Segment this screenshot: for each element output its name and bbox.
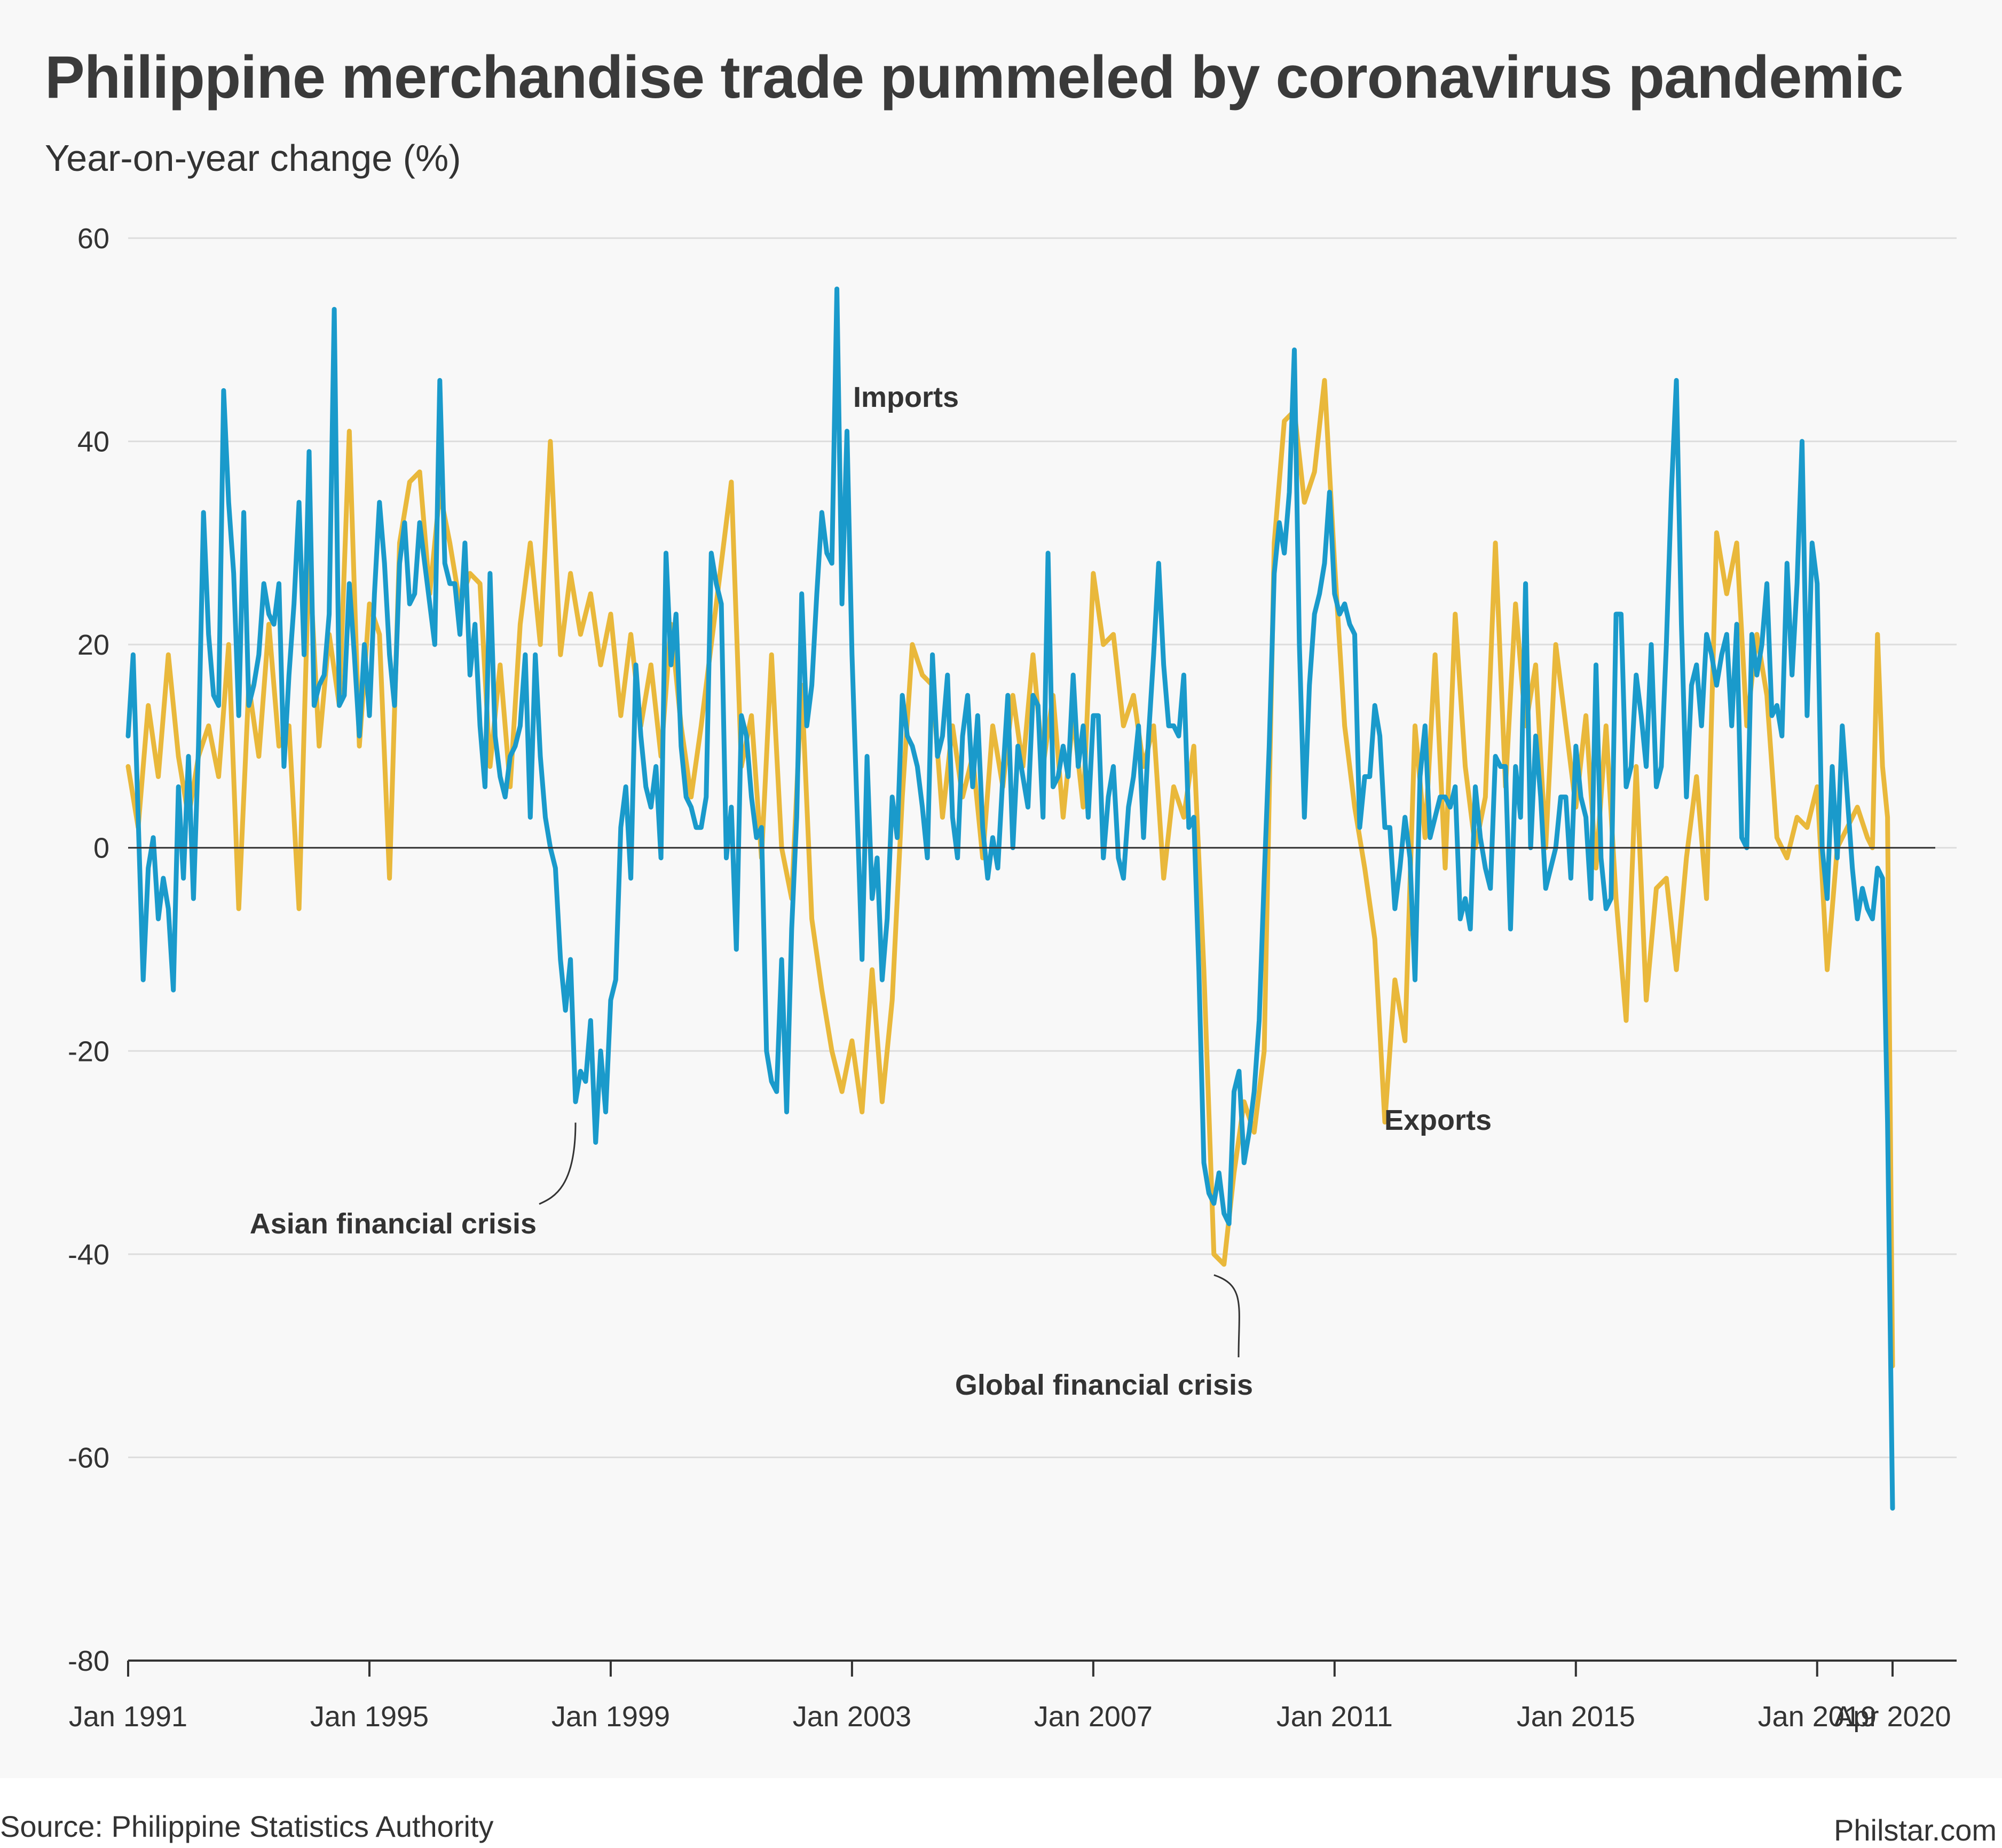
x-tick-label: Jan 2011 (1276, 1701, 1393, 1733)
annotation-leader-line (539, 1122, 577, 1205)
y-tick-label: -20 (68, 1035, 109, 1067)
annotation-label: Exports (1384, 1104, 1492, 1136)
source-note: Source: Philippine Statistics Authority (0, 1810, 494, 1843)
x-tick-label: Jan 2015 (1517, 1701, 1635, 1733)
annotation-label: Imports (853, 381, 959, 413)
annotations: Imports Exports Asian financial crisis Glob… (250, 381, 1492, 1401)
annotation-label: Asian financial crisis (250, 1208, 537, 1240)
annotation-label: Global financial crisis (955, 1369, 1253, 1401)
x-tick-label: Jan 1999 (551, 1701, 670, 1733)
x-tick-label: Apr 2020 (1834, 1701, 1951, 1733)
series-line-imports (125, 286, 1895, 1511)
x-tick-label: Jan 1991 (69, 1701, 187, 1733)
y-tick-label: -40 (68, 1239, 109, 1271)
y-tick-label: -60 (68, 1442, 109, 1474)
footer (0, 1778, 2002, 1848)
y-tick-label: -80 (68, 1645, 109, 1677)
y-tick-label: 40 (77, 426, 109, 458)
y-tick-label: 0 (93, 832, 109, 864)
chart-subtitle: Year-on-year change (%) (45, 137, 461, 179)
y-tick-label: 60 (77, 223, 109, 255)
publisher-brand: Philstar.com (1834, 1813, 1997, 1847)
x-tick-label: Jan 2019 (1758, 1701, 1877, 1733)
annotation-leader-line (1213, 1274, 1240, 1358)
x-tick-label: Jan 1995 (310, 1701, 429, 1733)
y-tick-label: 20 (77, 629, 109, 661)
x-tick-label: Jan 2003 (793, 1701, 911, 1733)
series-lines (125, 286, 1895, 1511)
x-tick-label: Jan 2007 (1034, 1701, 1153, 1733)
x-axis: Jan 1991 Jan 1995 Jan 1999 Jan 2003 Jan 2007… (69, 847, 1957, 1733)
chart-title: Philippine merchandise trade pummeled by… (45, 44, 1903, 111)
